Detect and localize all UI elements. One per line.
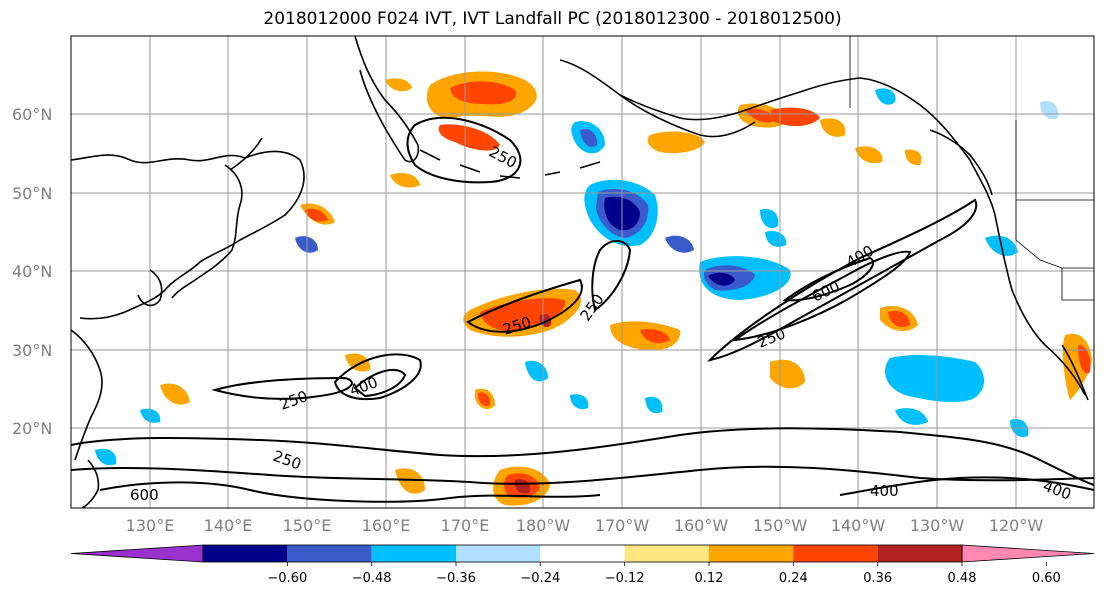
colorbar-label: −0.36 — [436, 571, 476, 586]
lon-label: 150°E — [283, 516, 332, 535]
colorbar-swatch — [371, 545, 456, 562]
lon-label: 170°W — [595, 516, 650, 535]
colorbar-label: 0.36 — [863, 571, 892, 586]
map-frame — [70, 35, 1095, 509]
lon-label: 160°W — [674, 516, 729, 535]
lon-label: 180°W — [516, 516, 571, 535]
ivt-contours — [71, 116, 1094, 503]
lat-label: 40°N — [12, 262, 52, 281]
lat-label: 60°N — [12, 105, 52, 124]
lat-label: 30°N — [12, 341, 52, 360]
lat-label: 50°N — [12, 184, 52, 203]
lat-label: 20°N — [12, 419, 52, 438]
colorbar-label: −0.24 — [520, 571, 560, 586]
colorbar-swatch — [709, 545, 794, 562]
contour-label: 600 — [130, 486, 159, 504]
colorbar-label: 0.24 — [779, 571, 808, 586]
map-panel: 250 250 250 250 250 250 400 400 400 400 … — [71, 36, 1094, 508]
colorbar-swatch — [70, 544, 204, 563]
colorbar-label: 0.60 — [1032, 571, 1061, 586]
lon-label: 150°W — [753, 516, 808, 535]
latitude-labels: 60°N 50°N 40°N 30°N 20°N — [12, 105, 52, 438]
colorbar-label: 0.48 — [948, 571, 977, 586]
map-title: 2018012000 F024 IVT, IVT Landfall PC (20… — [263, 9, 842, 29]
colorbar-swatch — [287, 545, 372, 562]
colorbar-label: −0.12 — [605, 571, 645, 586]
lon-label: 160°E — [362, 516, 411, 535]
colorbar-swatch — [624, 545, 709, 562]
lon-label: 130°E — [126, 516, 175, 535]
lon-label: 140°E — [204, 516, 253, 535]
colorbar-swatch — [540, 545, 625, 562]
colorbar-swatch — [877, 545, 962, 562]
colorbar-label: −0.60 — [267, 571, 307, 586]
gridlines — [71, 36, 1094, 508]
contour-label: 400 — [870, 482, 899, 500]
lon-label: 140°W — [831, 516, 886, 535]
colorbar-swatch — [793, 545, 878, 562]
colorbar-swatch — [961, 544, 1095, 563]
colorbar-label: 0.12 — [695, 571, 724, 586]
lon-label: 170°E — [441, 516, 490, 535]
longitude-labels: 130°E 140°E 150°E 160°E 170°E 180°W 170°… — [126, 516, 1044, 535]
coastlines — [71, 36, 1089, 508]
colorbar-swatch — [203, 545, 288, 562]
colorbar-label: −0.48 — [352, 571, 392, 586]
colorbar-swatch — [456, 545, 541, 562]
colorbar: −0.60 −0.48 −0.36 −0.24 −0.12 0.12 0.24 0.36 0.4… — [70, 544, 1095, 586]
lon-label: 120°W — [989, 516, 1044, 535]
colorbar-outline — [202, 544, 963, 563]
borders — [849, 36, 1094, 301]
lon-label: 130°W — [910, 516, 965, 535]
